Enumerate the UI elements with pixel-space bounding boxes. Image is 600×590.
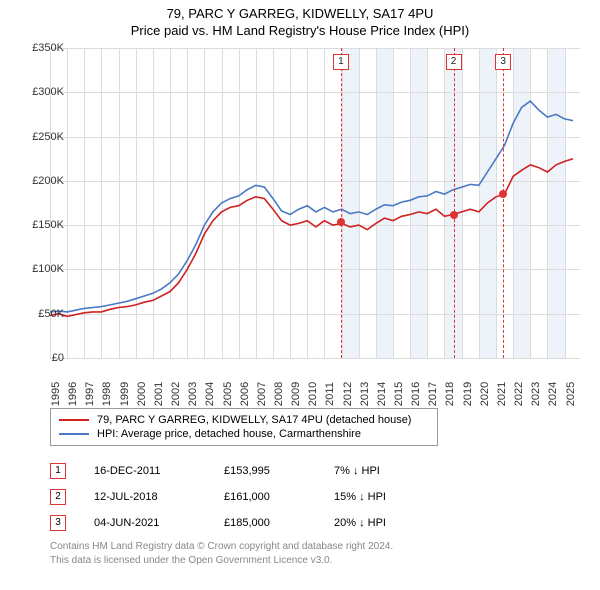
legend-swatch <box>59 433 89 435</box>
y-tick-label: £350K <box>32 42 64 54</box>
x-tick-label: 1999 <box>119 382 131 406</box>
marker-dot-3 <box>499 190 507 198</box>
x-tick-label: 2001 <box>153 382 165 406</box>
y-tick-label: £250K <box>32 131 64 143</box>
marker-vline <box>341 48 342 358</box>
x-tick-label: 2011 <box>324 382 336 406</box>
table-cell-pct: 20% ↓ HPI <box>334 517 454 529</box>
table-cell-price: £153,995 <box>224 465 334 477</box>
marker-table: 1 16-DEC-2011£153,9957% ↓ HPI 2 12-JUL-2018… <box>50 458 454 536</box>
marker-vline <box>454 48 455 358</box>
x-tick-label: 2004 <box>204 382 216 406</box>
x-tick-label: 2005 <box>222 382 234 406</box>
x-tick-label: 1998 <box>101 382 113 406</box>
table-cell-price: £161,000 <box>224 491 334 503</box>
x-tick-label: 2019 <box>462 382 474 406</box>
footer-attribution: Contains HM Land Registry data © Crown c… <box>50 540 393 567</box>
x-tick-label: 2016 <box>410 382 422 406</box>
legend-box: 79, PARC Y GARREG, KIDWELLY, SA17 4PU (d… <box>50 408 438 446</box>
y-tick-label: £200K <box>32 175 64 187</box>
title-line1: 79, PARC Y GARREG, KIDWELLY, SA17 4PU <box>0 0 600 21</box>
legend-item: 79, PARC Y GARREG, KIDWELLY, SA17 4PU (d… <box>59 413 429 427</box>
table-marker-box: 1 <box>50 463 66 479</box>
marker-vline <box>503 48 504 358</box>
marker-dot-1 <box>337 218 345 226</box>
legend-label: 79, PARC Y GARREG, KIDWELLY, SA17 4PU (d… <box>97 414 411 426</box>
x-tick-label: 2012 <box>342 382 354 406</box>
table-marker-box: 3 <box>50 515 66 531</box>
x-tick-label: 2003 <box>187 382 199 406</box>
table-row: 2 12-JUL-2018£161,00015% ↓ HPI <box>50 484 454 510</box>
x-tick-label: 2010 <box>307 382 319 406</box>
x-tick-label: 1996 <box>67 382 79 406</box>
x-tick-label: 2018 <box>444 382 456 406</box>
line-series-svg <box>50 48 580 358</box>
marker-box-2: 2 <box>446 54 462 70</box>
y-tick-label: £300K <box>32 86 64 98</box>
x-tick-label: 2007 <box>256 382 268 406</box>
y-tick-label: £0 <box>52 352 64 364</box>
x-tick-label: 1995 <box>50 382 62 406</box>
x-tick-label: 2023 <box>530 382 542 406</box>
marker-box-1: 1 <box>333 54 349 70</box>
marker-box-3: 3 <box>495 54 511 70</box>
x-tick-label: 2021 <box>496 382 508 406</box>
x-tick-label: 2017 <box>427 382 439 406</box>
series-price_paid <box>50 159 573 317</box>
x-tick-label: 2013 <box>359 382 371 406</box>
x-tick-label: 1997 <box>84 382 96 406</box>
legend-swatch <box>59 419 89 421</box>
x-tick-label: 2006 <box>239 382 251 406</box>
x-tick-label: 2009 <box>290 382 302 406</box>
table-cell-price: £185,000 <box>224 517 334 529</box>
x-tick-label: 2020 <box>479 382 491 406</box>
y-tick-label: £100K <box>32 263 64 275</box>
table-cell-pct: 7% ↓ HPI <box>334 465 454 477</box>
x-tick-label: 2015 <box>393 382 405 406</box>
x-tick-label: 2024 <box>547 382 559 406</box>
title-line2: Price paid vs. HM Land Registry's House … <box>0 21 600 38</box>
table-marker-box: 2 <box>50 489 66 505</box>
x-tick-label: 2022 <box>513 382 525 406</box>
figure-container: 79, PARC Y GARREG, KIDWELLY, SA17 4PU Pr… <box>0 0 600 590</box>
x-tick-label: 2002 <box>170 382 182 406</box>
y-tick-label: £50K <box>38 308 64 320</box>
legend-label: HPI: Average price, detached house, Carm… <box>97 428 361 440</box>
table-row: 1 16-DEC-2011£153,9957% ↓ HPI <box>50 458 454 484</box>
x-tick-label: 2014 <box>376 382 388 406</box>
table-cell-pct: 15% ↓ HPI <box>334 491 454 503</box>
series-hpi <box>50 101 573 312</box>
table-cell-date: 04-JUN-2021 <box>94 517 224 529</box>
table-cell-date: 12-JUL-2018 <box>94 491 224 503</box>
footer-line1: Contains HM Land Registry data © Crown c… <box>50 540 393 554</box>
y-tick-label: £150K <box>32 219 64 231</box>
x-tick-label: 2000 <box>136 382 148 406</box>
chart-area: 1 2 3 <box>50 48 580 358</box>
table-row: 3 04-JUN-2021£185,00020% ↓ HPI <box>50 510 454 536</box>
footer-line2: This data is licensed under the Open Gov… <box>50 554 393 568</box>
table-cell-date: 16-DEC-2011 <box>94 465 224 477</box>
legend-item: HPI: Average price, detached house, Carm… <box>59 427 429 441</box>
x-tick-label: 2025 <box>565 382 577 406</box>
marker-dot-2 <box>450 211 458 219</box>
x-tick-label: 2008 <box>273 382 285 406</box>
